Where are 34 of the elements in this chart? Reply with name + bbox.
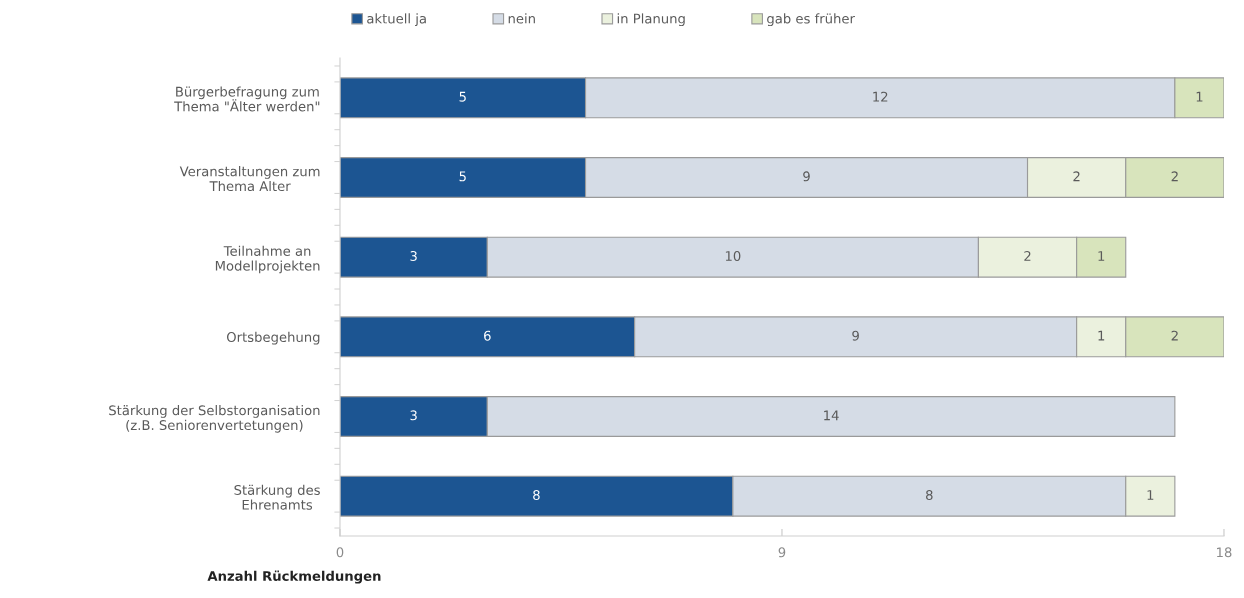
data-label: 1	[1147, 490, 1154, 500]
data-label: 3	[410, 410, 417, 421]
y-tick-label: Ortsbegehung	[226, 331, 320, 345]
data-label: 6	[484, 330, 491, 341]
legend-label: in Planung	[617, 13, 685, 27]
data-label: 9	[852, 330, 859, 341]
data-label: 2	[1073, 171, 1080, 182]
data-label: 14	[824, 410, 839, 421]
data-label: 1	[1098, 330, 1105, 341]
data-label: 8	[926, 490, 933, 500]
data-label: 1	[1196, 91, 1203, 102]
data-label: 1	[1098, 251, 1105, 261]
y-tick-label: Stärkung der Selbstorganisation (z.B. Seniorenvertetungen)	[109, 405, 320, 433]
legend-label: aktuell ja	[367, 13, 426, 27]
x-tick-label: 18	[1217, 547, 1232, 558]
data-label: 2	[1024, 251, 1031, 261]
x-axis-title: Anzahl Rückmeldungen	[207, 570, 381, 584]
data-label: 5	[459, 171, 466, 182]
x-tick-label: 0	[336, 547, 344, 558]
data-label: 3	[410, 251, 417, 261]
data-label: 2	[1171, 171, 1178, 182]
y-tick-label: Veranstaltungen zum Thema Alter	[179, 166, 320, 192]
legend-label: nein	[508, 13, 535, 24]
x-tick-label: 9	[778, 547, 786, 558]
legend-label: gab es früher	[767, 13, 855, 27]
data-label: 12	[873, 91, 888, 102]
data-label: 10	[725, 251, 741, 261]
data-label: 2	[1171, 330, 1178, 341]
data-label: 9	[803, 171, 810, 182]
data-label: 5	[459, 91, 466, 102]
data-label: 8	[533, 490, 540, 500]
y-tick-label: Teilnahme an Modellprojekten	[215, 245, 320, 274]
y-tick-label: Bürgerbefragung zum Thema "Älter werden"	[174, 86, 320, 112]
y-tick-label: Stärkung des Ehrenamts	[234, 484, 320, 510]
